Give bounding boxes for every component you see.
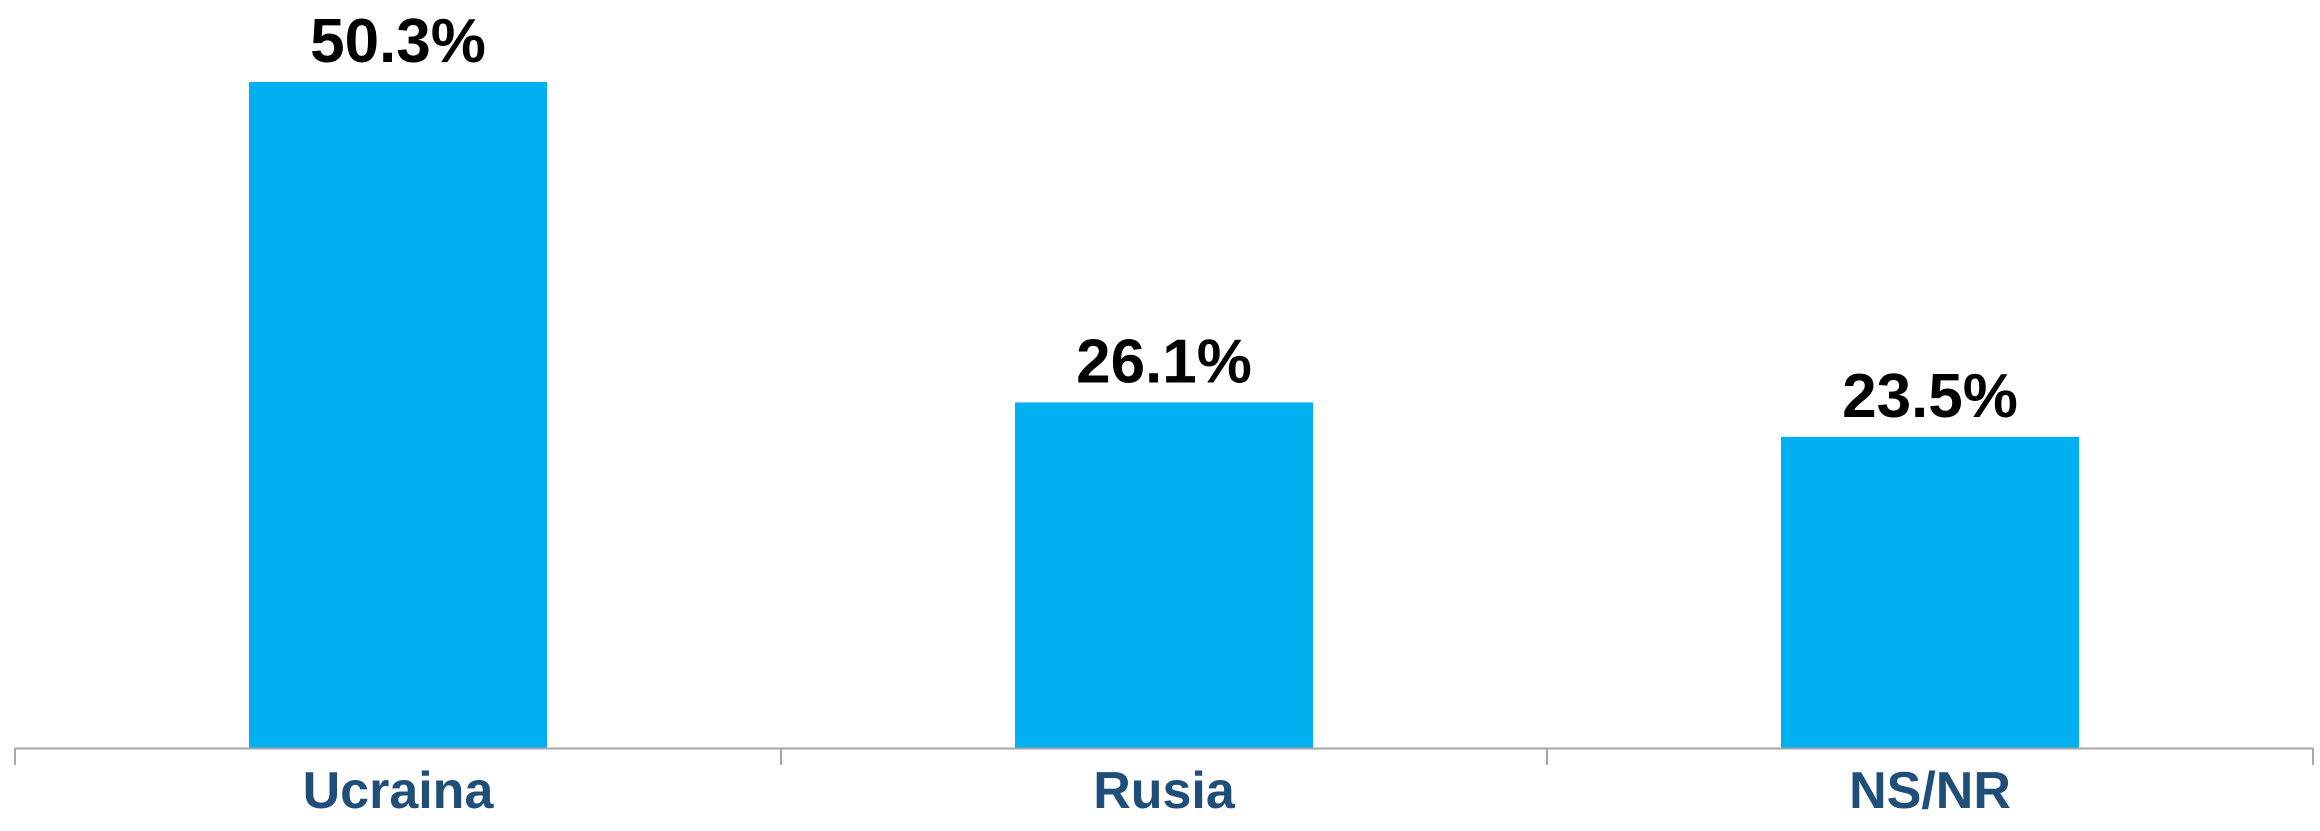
x-axis <box>14 747 2314 765</box>
data-label: 50.3% <box>310 7 486 76</box>
x-tick-label: Ucraina <box>303 762 495 820</box>
x-tick-label: Rusia <box>1093 762 1236 820</box>
bar-ns-nr <box>1781 436 2079 748</box>
bar-ucraina <box>249 82 547 748</box>
x-tick-label: NS/NR <box>1849 762 2011 820</box>
data-label: 23.5% <box>1842 362 2018 431</box>
labels-layer: 50.3% Ucraina 26.1% Rusia 23.5% NS/NR <box>303 7 2018 820</box>
bar-rusia <box>1015 402 1313 748</box>
data-label: 26.1% <box>1076 327 1252 396</box>
bars-layer <box>249 82 2079 748</box>
